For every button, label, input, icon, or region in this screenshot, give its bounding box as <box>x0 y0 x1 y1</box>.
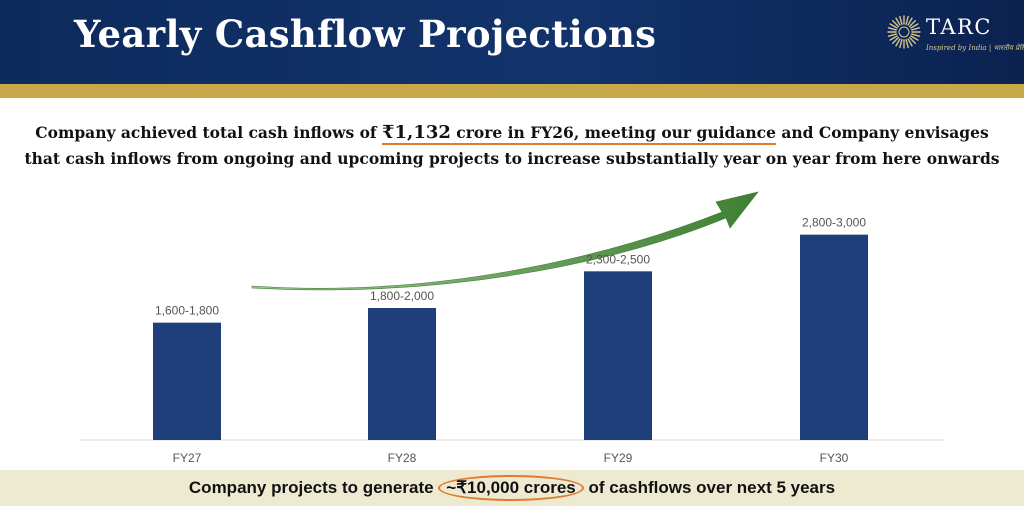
value-label-fy29: 2,300-2,500 <box>586 252 650 266</box>
logo-ray <box>911 33 921 37</box>
headline-highlight: ₹1,132 crore in FY26, meeting our guidan… <box>382 122 776 143</box>
headline-part3: and Company envisages <box>775 123 989 142</box>
cashflow-bar-chart: 1,600-1,800 FY27 1,800-2,000 FY28 2,300-2,50… <box>80 191 944 465</box>
x-tick-fy30: FY30 <box>820 451 849 465</box>
logo-ray <box>899 39 903 49</box>
logo-ray <box>889 23 898 29</box>
logo-ray <box>908 19 917 28</box>
value-label-fy28: 1,800-2,000 <box>370 289 434 303</box>
x-tick-fy27: FY27 <box>173 451 202 465</box>
footer-text: Company projects to generate ~₹10,000 cr… <box>0 475 1024 501</box>
logo-ray <box>907 17 913 26</box>
logo-ray <box>887 27 897 31</box>
upward-trend-arrow-icon <box>251 191 759 291</box>
logo-ray <box>891 36 900 45</box>
value-label-fy27: 1,600-1,800 <box>155 304 219 318</box>
sunburst-logo-icon <box>887 15 921 49</box>
gold-divider <box>0 84 1024 98</box>
footer-before: Company projects to generate <box>188 478 439 497</box>
logo-name: TARC <box>926 15 992 39</box>
bar-fy27 <box>153 322 221 440</box>
value-label-fy30: 2,800-3,000 <box>802 216 866 230</box>
headline-part2: crore in FY26, meeting our guidance <box>450 123 776 142</box>
headline-amount: ₹1,132 <box>382 122 451 143</box>
headline-part1: Company achieved total cash inflows of <box>35 123 382 142</box>
footer-banner: Company projects to generate ~₹10,000 cr… <box>0 470 1024 506</box>
bar-fy28 <box>368 308 436 440</box>
logo-ray <box>887 33 897 37</box>
x-tick-fy29: FY29 <box>604 451 633 465</box>
logo-ray <box>910 23 919 29</box>
logo-ray <box>891 19 900 28</box>
bar-fy30 <box>800 234 868 440</box>
footer-highlight: ~₹10,000 crores <box>438 475 584 501</box>
logo-ray <box>905 15 909 25</box>
headline-line2: that cash inflows from ongoing and upcom… <box>24 149 1000 168</box>
logo-ray <box>895 38 901 47</box>
headline-text: Company achieved total cash inflows of ₹… <box>0 120 1024 172</box>
bar-fy29 <box>584 271 652 440</box>
logo-ray <box>895 17 901 26</box>
logo-ray <box>911 27 921 31</box>
logo-ray <box>905 39 909 49</box>
page-title: Yearly Cashflow Projections <box>74 12 657 56</box>
logo-tagline: Inspired by India | भारतीय प्रेरित <box>926 44 1024 52</box>
logo-ray <box>889 35 898 41</box>
footer-after: of cashflows over next 5 years <box>583 478 836 497</box>
x-tick-fy28: FY28 <box>388 451 417 465</box>
header-banner: Yearly Cashflow Projections TARC Inspire… <box>0 0 1024 84</box>
logo-ray <box>908 36 917 45</box>
company-logo: TARC Inspired by India | भारतीय प्रेरित <box>884 12 1024 72</box>
logo-ray <box>899 15 903 25</box>
logo-ray <box>910 35 919 41</box>
logo-ray <box>907 38 913 47</box>
